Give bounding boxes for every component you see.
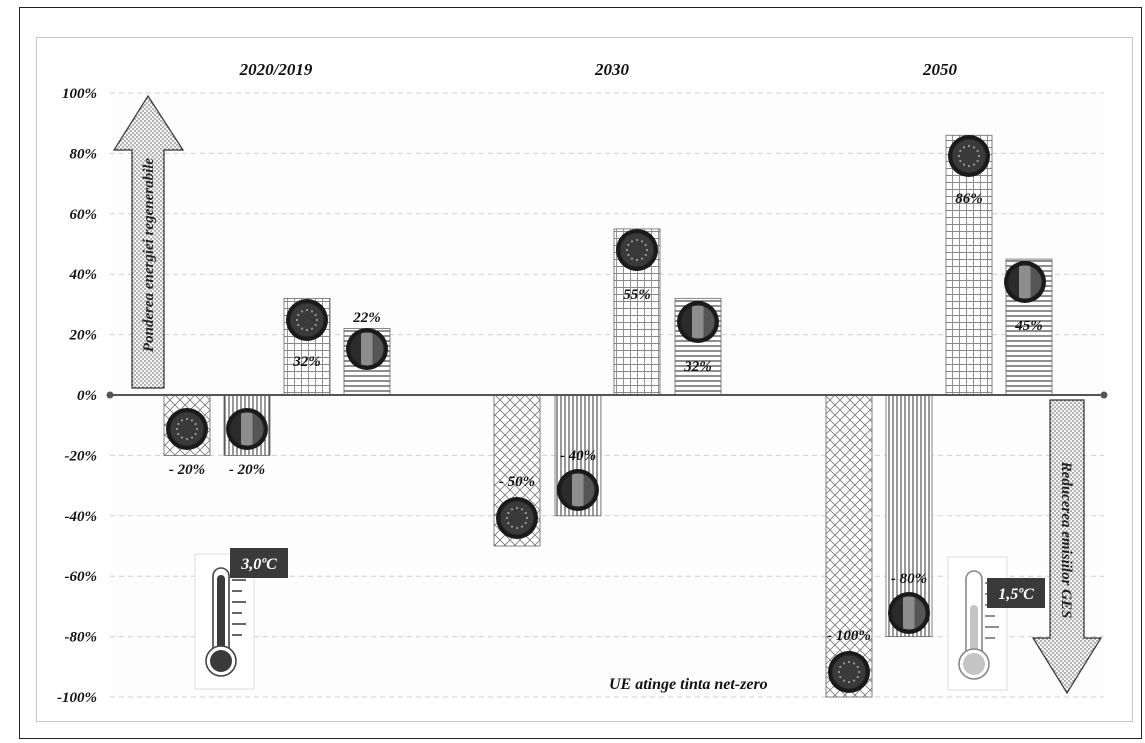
- y-tick-label: -60%: [65, 569, 98, 585]
- y-tick-label: 80%: [70, 146, 98, 162]
- eu-flag-icon: [496, 497, 538, 539]
- renewables-arrow: Ponderea energiei regenerabile: [112, 94, 185, 389]
- romania-flag-icon: [677, 301, 719, 343]
- value-label: 32%: [292, 354, 321, 370]
- value-label: 32%: [683, 359, 712, 375]
- value-label: - 40%: [560, 448, 596, 464]
- eu-flag-icon: [948, 135, 990, 177]
- axis-end-right: [1100, 391, 1108, 399]
- eu-flag-icon: [166, 408, 208, 450]
- temperature-2019-label: 3,0ºC: [240, 556, 277, 573]
- value-label: 22%: [352, 310, 381, 326]
- eu-flag-icon: [286, 299, 328, 341]
- value-label: 86%: [955, 191, 983, 207]
- emissions-arrow: Reducerea emisiilor GES: [1031, 399, 1103, 695]
- thermometer-icon-2050: [947, 556, 1008, 691]
- axis-end-left: [106, 391, 114, 399]
- romania-flag-icon: [1004, 261, 1046, 303]
- temperature-2050-label: 1,5ºC: [998, 586, 1034, 603]
- value-label: - 80%: [891, 571, 927, 587]
- romania-flag-icon: [226, 408, 268, 450]
- value-labels: - 20% - 50% - 100% - 20% - 40% - 80% 32% 55% 86%…: [169, 191, 1043, 644]
- y-tick-label: -80%: [65, 630, 98, 646]
- y-tick-label: 40%: [69, 267, 98, 283]
- temperature-badge-2050: 1,5ºC: [987, 578, 1045, 608]
- y-tick-label: -20%: [65, 448, 98, 464]
- category-label: 2050: [922, 60, 958, 79]
- eu-flag-icon: [616, 229, 658, 271]
- romania-flag-icon: [346, 328, 388, 370]
- category-labels: 2020/2019 2030 2050: [239, 60, 958, 79]
- flags: [166, 135, 1046, 693]
- romania-flag-icon: [557, 469, 599, 511]
- romania-flag-icon: [888, 592, 930, 634]
- temperature-badge-2019: 3,0ºC: [230, 548, 288, 578]
- eu-flag-icon: [828, 651, 870, 693]
- value-label: 55%: [623, 287, 651, 303]
- category-label: 2020/2019: [239, 60, 313, 79]
- net-zero-label: UE atinge tinta net-zero: [609, 676, 768, 693]
- value-label: - 100%: [827, 628, 871, 644]
- y-tick-label: -40%: [65, 509, 98, 525]
- emissions-arrow-label: Reducerea emisiilor GES: [1058, 461, 1074, 619]
- value-label: - 20%: [229, 462, 265, 478]
- renewables-arrow-label: Ponderea energiei regenerabile: [141, 158, 157, 352]
- y-tick-label: 100%: [62, 86, 97, 102]
- bar: [825, 394, 873, 698]
- value-label: - 20%: [169, 462, 205, 478]
- thermometer-icon-2019: [194, 553, 255, 690]
- y-tick-label: 0%: [77, 388, 97, 404]
- y-tick-label: 20%: [69, 328, 98, 344]
- gridlines: [110, 92, 1104, 698]
- category-label: 2030: [594, 60, 630, 79]
- y-tick-label: 60%: [70, 207, 98, 223]
- y-axis-ticks: 100% 80% 60% 40% 20% 0% -20% -40% -60% -80% -100%: [57, 86, 97, 706]
- value-label: - 50%: [499, 474, 535, 490]
- y-tick-label: -100%: [57, 690, 97, 706]
- value-label: 45%: [1014, 318, 1043, 334]
